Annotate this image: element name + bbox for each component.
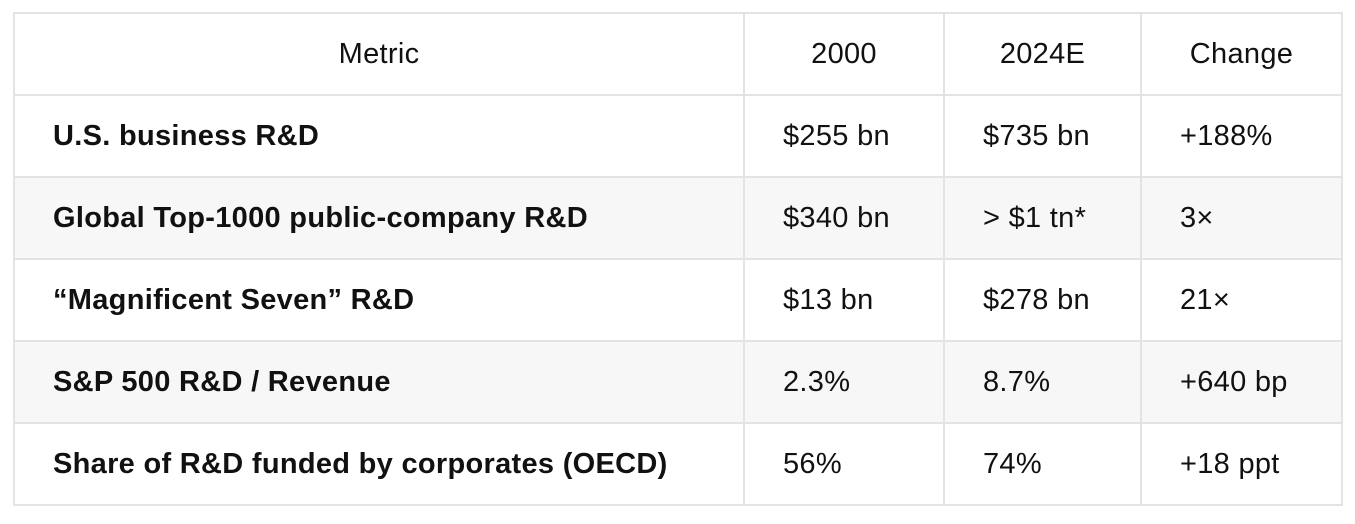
table-row: U.S. business R&D $255 bn $735 bn +188%: [13, 94, 1343, 178]
column-header-change: Change: [1140, 12, 1343, 96]
column-header-metric: Metric: [13, 12, 745, 96]
metric-cell: Global Top-1000 public-company R&D: [13, 176, 745, 260]
value-2024e-cell: 74%: [943, 422, 1142, 506]
value-2000-cell: 56%: [743, 422, 945, 506]
value-2024e-cell: $735 bn: [943, 94, 1142, 178]
value-2024e-cell: $278 bn: [943, 258, 1142, 342]
column-header-2024e: 2024E: [943, 12, 1142, 96]
metric-cell: Share of R&D funded by corporates (OECD): [13, 422, 745, 506]
value-2000-cell: $255 bn: [743, 94, 945, 178]
rd-metrics-table: Metric 2000 2024E Change U.S. business R…: [13, 12, 1343, 506]
change-cell: 21×: [1140, 258, 1343, 342]
change-cell: +18 ppt: [1140, 422, 1343, 506]
metric-cell: S&P 500 R&D / Revenue: [13, 340, 745, 424]
change-cell: 3×: [1140, 176, 1343, 260]
metric-cell: “Magnificent Seven” R&D: [13, 258, 745, 342]
table-row: Global Top-1000 public-company R&D $340 …: [13, 176, 1343, 260]
value-2000-cell: $13 bn: [743, 258, 945, 342]
change-cell: +640 bp: [1140, 340, 1343, 424]
value-2000-cell: $340 bn: [743, 176, 945, 260]
value-2024e-cell: > $1 tn*: [943, 176, 1142, 260]
value-2024e-cell: 8.7%: [943, 340, 1142, 424]
table-row: “Magnificent Seven” R&D $13 bn $278 bn 2…: [13, 258, 1343, 342]
column-header-2000: 2000: [743, 12, 945, 96]
data-table-container: Metric 2000 2024E Change U.S. business R…: [13, 12, 1343, 506]
metric-cell: U.S. business R&D: [13, 94, 745, 178]
value-2000-cell: 2.3%: [743, 340, 945, 424]
header-row: Metric 2000 2024E Change: [13, 12, 1343, 96]
table-body: U.S. business R&D $255 bn $735 bn +188% …: [13, 94, 1343, 506]
table-row: S&P 500 R&D / Revenue 2.3% 8.7% +640 bp: [13, 340, 1343, 424]
change-cell: +188%: [1140, 94, 1343, 178]
table-row: Share of R&D funded by corporates (OECD)…: [13, 422, 1343, 506]
table-header: Metric 2000 2024E Change: [13, 12, 1343, 96]
